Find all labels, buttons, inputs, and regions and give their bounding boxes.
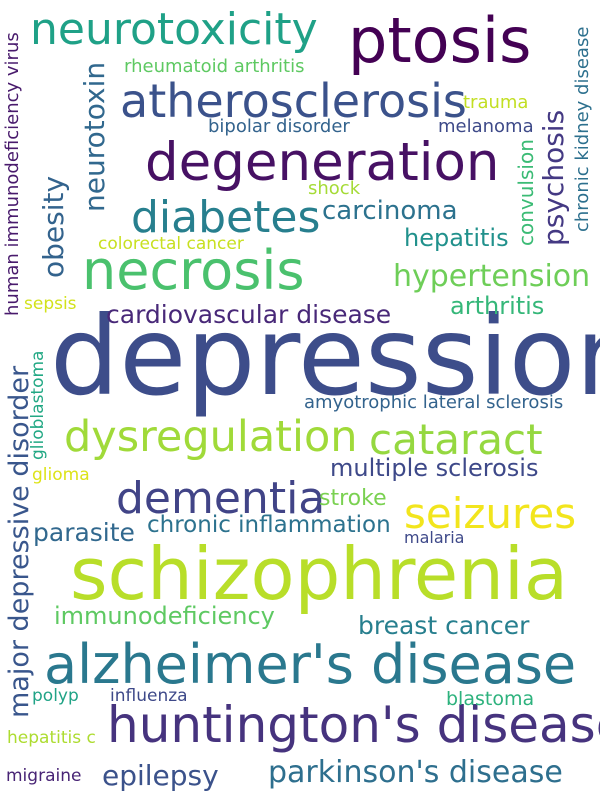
word-breast-cancer: breast cancer [358,611,530,640]
word-influenza: influenza [110,686,188,706]
word-polyp: polyp [32,686,79,706]
word-dysregulation: dysregulation [64,412,358,462]
word-amyotrophic-lateral-sclerosis: amyotrophic lateral sclerosis [304,392,564,413]
word-chronic-kidney-disease: chronic kidney disease [572,26,593,232]
word-hepatitis-c: hepatitis c [7,728,96,748]
word-arthritis: arthritis [450,292,545,320]
word-convulsion: convulsion [514,139,538,246]
word-schizophrenia: schizophrenia [70,532,568,616]
word-depression: depression [50,293,600,420]
word-hepatitis: hepatitis [404,224,509,252]
word-blastoma: blastoma [446,688,535,710]
word-parkinsons-disease: parkinson's disease [268,755,563,790]
word-rheumatoid-arthritis: rheumatoid arthritis [124,56,305,77]
word-neurotoxicity: neurotoxicity [30,4,318,55]
word-neurotoxin: neurotoxin [78,61,111,212]
word-psychosis: psychosis [537,109,570,246]
word-immunodeficiency: immunodeficiency [54,602,275,630]
word-cardiovascular-disease: cardiovascular disease [106,300,392,329]
word-epilepsy: epilepsy [102,759,219,792]
word-dementia: dementia [116,473,326,524]
word-migraine: migraine [6,766,82,786]
word-alzheimers-disease: alzheimer's disease [44,633,577,696]
word-huntingtons-disease: huntington's disease [107,696,600,754]
word-trauma: trauma [463,92,529,113]
word-malaria: malaria [404,528,465,547]
word-ptosis: ptosis [348,4,532,77]
word-colorectal-cancer: colorectal cancer [98,234,244,254]
word-glioma: glioma [32,465,90,485]
word-stroke: stroke [319,486,387,511]
word-human-immunodeficiency-virus: human immunodeficiency virus [2,32,23,316]
word-obesity: obesity [37,175,70,278]
word-atherosclerosis: atherosclerosis [120,74,467,128]
word-seizures: seizures [404,489,577,538]
word-diabetes: diabetes [131,192,321,243]
word-degeneration: degeneration [145,132,500,193]
word-bipolar-disorder: bipolar disorder [208,116,350,137]
word-shock: shock [308,178,361,199]
word-chronic-inflammation: chronic inflammation [147,512,391,538]
word-parasite: parasite [33,518,135,547]
word-melanoma: melanoma [438,116,534,137]
word-glioblastoma: glioblastoma [28,350,48,460]
word-sepsis: sepsis [24,294,77,314]
word-cataract: cataract [369,415,543,464]
word-necrosis: necrosis [82,239,305,302]
word-carcinoma: carcinoma [322,196,458,226]
word-hypertension: hypertension [393,259,591,294]
word-multiple-sclerosis: multiple sclerosis [330,454,539,482]
